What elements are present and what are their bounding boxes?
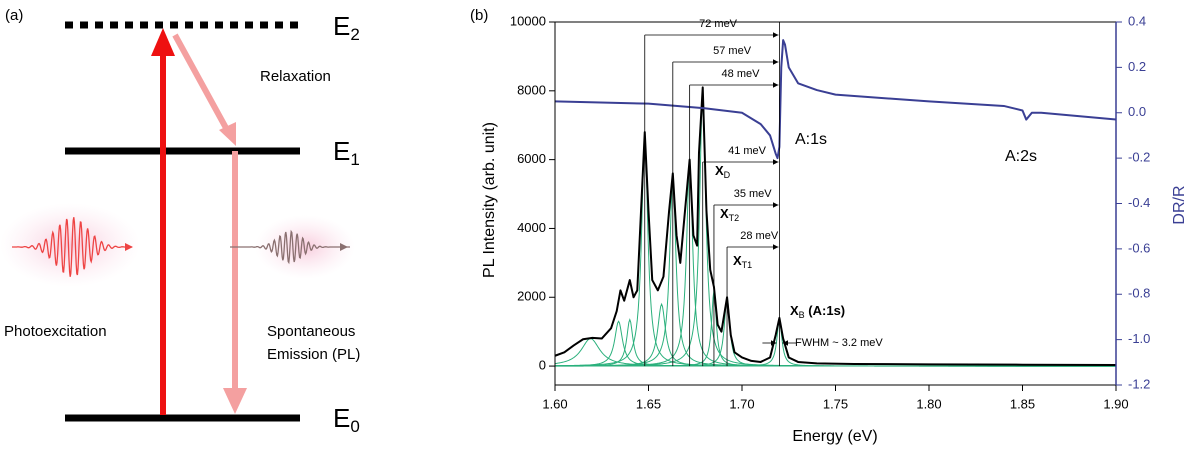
x-tick-label: 1.75 <box>823 396 848 411</box>
y2-tick-label: 0.4 <box>1128 13 1146 28</box>
level-base: E <box>333 136 350 166</box>
level-label: E0 <box>333 403 360 437</box>
excitation-arrowhead <box>151 28 175 56</box>
x-tick-label: 1.60 <box>542 396 567 411</box>
y2-tick-label: 0.2 <box>1128 59 1146 74</box>
level-base: E <box>333 11 350 41</box>
gap-label: 48 meV <box>722 68 761 80</box>
emission-arrowhead <box>223 388 247 414</box>
dr-label: A:1s <box>795 131 827 148</box>
exciton-label: XT1 <box>733 253 752 270</box>
y-axis-label: PL Intensity (arb. unit) <box>481 122 498 278</box>
y-tick-label: 6000 <box>517 151 546 166</box>
exciton-base: X <box>715 163 724 178</box>
x-axis-label: Energy (eV) <box>792 428 877 445</box>
plot-frame <box>554 21 1117 386</box>
x-tick-label: 1.80 <box>916 396 941 411</box>
gap-label: 28 meV <box>740 230 779 242</box>
exciton-sub: T1 <box>742 260 753 270</box>
exciton-base: X <box>733 253 742 268</box>
x-tick-label: 1.85 <box>1010 396 1035 411</box>
emission-label: Emission (PL) <box>267 346 360 363</box>
wave-glow <box>255 215 355 279</box>
level-base: E <box>333 403 350 433</box>
exciton-rest: (A:1s) <box>805 303 845 318</box>
relaxation-label: Relaxation <box>260 68 331 85</box>
exciton-label: XD <box>715 163 731 180</box>
x-tick-label: 1.70 <box>729 396 754 411</box>
wave-arrowhead <box>125 243 133 251</box>
emission-label: Spontaneous <box>267 323 355 340</box>
exciton-sub: D <box>724 170 731 180</box>
plot <box>555 39 1116 367</box>
exciton-base: X <box>720 206 729 221</box>
fit-peak <box>555 319 1116 367</box>
wave-arrowhead <box>340 243 348 251</box>
y2-tick-label: -1.2 <box>1128 376 1150 391</box>
gap-label: 35 meV <box>734 188 773 200</box>
relaxation-arrowhead <box>219 122 236 146</box>
y2-axis-label: DR/R <box>1171 185 1188 224</box>
y2-tick-label: -1.0 <box>1128 331 1150 346</box>
y2-tick-label: -0.4 <box>1128 195 1150 210</box>
wave-glow <box>0 203 140 287</box>
y-tick-label: 8000 <box>517 82 546 97</box>
panel-label: (b) <box>470 7 488 24</box>
level-label: E1 <box>333 136 360 170</box>
fit-peak <box>555 90 1116 367</box>
y-tick-label: 2000 <box>517 289 546 304</box>
level-label: E2 <box>333 11 360 45</box>
wave-packet <box>12 217 132 277</box>
gap-label: 57 meV <box>713 45 752 57</box>
level-sub: 2 <box>350 25 359 44</box>
y2-tick-label: -0.6 <box>1128 240 1150 255</box>
exciton-label: XB (A:1s) <box>790 303 845 320</box>
relaxation-arrow <box>172 33 229 130</box>
x-tick-label: 1.65 <box>636 396 661 411</box>
photoexcitation-label: Photoexcitation <box>4 323 107 340</box>
exciton-sub: T2 <box>729 213 740 223</box>
level-sub: 1 <box>350 150 359 169</box>
pl-line <box>555 86 1116 367</box>
exciton-label: XT2 <box>720 206 739 223</box>
plot-area <box>555 39 1116 367</box>
y2-tick-label: 0.0 <box>1128 104 1146 119</box>
dr-label: A:2s <box>1005 148 1037 165</box>
y-tick-label: 4000 <box>517 220 546 235</box>
x-tick-label: 1.90 <box>1103 396 1128 411</box>
gap-label: 41 meV <box>728 145 767 157</box>
y-tick-label: 10000 <box>510 13 546 28</box>
y2-tick-label: -0.2 <box>1128 150 1150 165</box>
y-tick-label: 0 <box>539 358 546 373</box>
y2-tick-label: -0.8 <box>1128 286 1150 301</box>
exciton-sub: B <box>799 310 805 320</box>
wave-packet <box>230 229 350 265</box>
exciton-base: X <box>790 303 799 318</box>
fwhm-label: FWHM ~ 3.2 meV <box>795 337 883 349</box>
panel-label: (a) <box>5 7 23 24</box>
dr-line <box>555 39 1116 160</box>
level-sub: 0 <box>350 417 359 436</box>
gap-label: 72 meV <box>699 18 738 30</box>
